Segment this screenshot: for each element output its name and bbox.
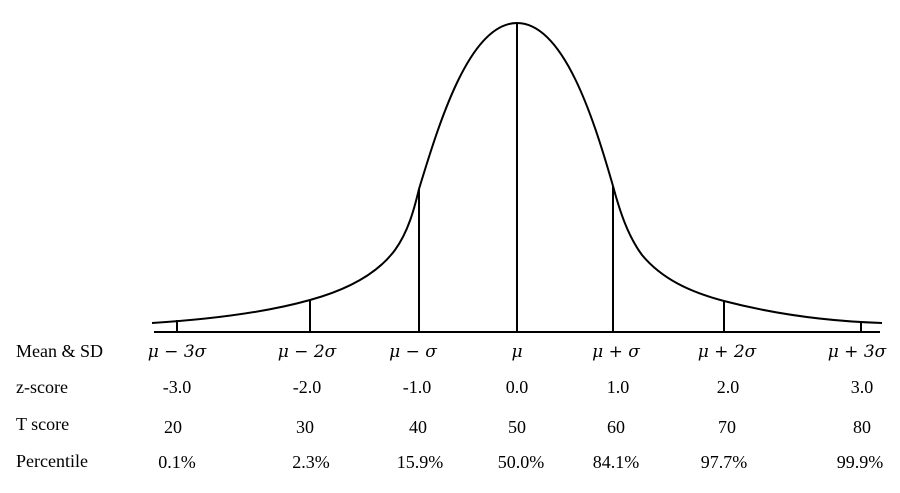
mean-sd-minus-3: μ − 3σ: [147, 342, 207, 362]
mean-sd-minus-1: μ − σ: [389, 342, 437, 362]
t-score-70: 70: [718, 417, 736, 437]
row-label-percentile: Percentile: [16, 451, 88, 471]
row-label-mean-sd: Mean & SD: [16, 341, 103, 361]
t-score-30: 30: [296, 417, 314, 437]
percentile-15-9: 15.9%: [396, 452, 444, 472]
t-score-50: 50: [508, 417, 526, 437]
z-score-minus-3: -3.0: [162, 377, 192, 397]
mean-sd-plus-3: μ + 3σ: [827, 342, 887, 362]
t-score-20: 20: [164, 417, 182, 437]
row-label-t-score: T score: [16, 414, 70, 434]
z-score-minus-2: -2.0: [292, 377, 322, 397]
z-score-minus-1: -1.0: [402, 377, 432, 397]
mean-sd-mu: μ: [511, 342, 523, 362]
row-label-z-score: z-score: [16, 377, 68, 397]
t-score-60: 60: [607, 417, 625, 437]
t-score-40: 40: [409, 417, 427, 437]
z-score-0: 0.0: [505, 377, 529, 397]
z-score-plus-3: 3.0: [850, 377, 874, 397]
mean-sd-minus-2: μ − 2σ: [277, 342, 337, 362]
sd-marker-lines: [176, 23, 862, 332]
z-score-plus-2: 2.0: [716, 377, 740, 397]
mean-sd-plus-1: μ + σ: [592, 342, 640, 362]
mean-sd-plus-2: μ + 2σ: [697, 342, 757, 362]
percentile-84-1: 84.1%: [592, 452, 640, 472]
t-score-80: 80: [853, 417, 871, 437]
percentile-0-1: 0.1%: [158, 452, 196, 472]
percentile-2-3: 2.3%: [292, 452, 330, 472]
percentile-99-9: 99.9%: [836, 452, 884, 472]
z-score-plus-1: 1.0: [606, 377, 630, 397]
percentile-97-7: 97.7%: [700, 452, 748, 472]
percentile-50: 50.0%: [497, 452, 545, 472]
